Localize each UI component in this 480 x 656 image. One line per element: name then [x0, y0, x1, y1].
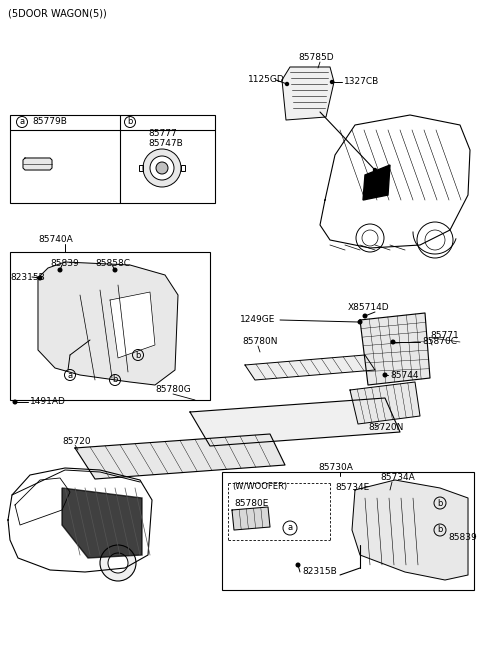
Text: 85780E: 85780E — [234, 499, 268, 508]
Text: 85720: 85720 — [62, 438, 91, 447]
Bar — [139, 165, 143, 171]
Polygon shape — [352, 480, 468, 580]
Circle shape — [113, 268, 117, 272]
Text: b: b — [437, 499, 443, 508]
Circle shape — [358, 320, 362, 324]
Circle shape — [108, 553, 128, 573]
Circle shape — [383, 373, 387, 377]
Text: a: a — [19, 117, 24, 127]
Polygon shape — [232, 507, 270, 530]
Polygon shape — [110, 292, 155, 358]
Text: b: b — [112, 375, 118, 384]
Text: X85714D: X85714D — [348, 304, 390, 312]
Bar — [222, 472, 474, 590]
Text: b: b — [135, 350, 141, 359]
Polygon shape — [360, 313, 430, 385]
Text: 85771: 85771 — [430, 331, 459, 340]
Polygon shape — [23, 158, 52, 170]
Text: 85734E: 85734E — [335, 483, 369, 493]
Text: 85747B: 85747B — [148, 138, 183, 148]
Text: 85744: 85744 — [390, 371, 419, 380]
Text: 85734A: 85734A — [380, 474, 415, 483]
Polygon shape — [282, 67, 334, 120]
Text: 85779B: 85779B — [32, 117, 67, 127]
Circle shape — [100, 545, 136, 581]
Text: 82315B: 82315B — [302, 567, 337, 577]
Text: a: a — [67, 371, 72, 380]
Text: 1327CB: 1327CB — [344, 77, 379, 87]
Text: b: b — [437, 525, 443, 535]
Polygon shape — [190, 398, 400, 446]
Bar — [10, 252, 210, 400]
Text: 85780G: 85780G — [155, 386, 191, 394]
Text: (5DOOR WAGON(5)): (5DOOR WAGON(5)) — [8, 9, 107, 19]
Text: 1125GD: 1125GD — [248, 75, 285, 85]
Text: 85780N: 85780N — [242, 337, 277, 346]
Text: a: a — [288, 523, 293, 533]
Text: 85839: 85839 — [448, 533, 477, 543]
Polygon shape — [38, 262, 178, 385]
Circle shape — [296, 564, 300, 567]
Polygon shape — [245, 355, 375, 380]
Circle shape — [13, 400, 17, 404]
Text: 85777: 85777 — [148, 129, 177, 138]
Text: 1249GE: 1249GE — [240, 316, 276, 325]
Text: 85730A: 85730A — [318, 464, 353, 472]
Text: 85858C: 85858C — [95, 258, 130, 268]
Text: 85870C: 85870C — [422, 337, 457, 346]
Circle shape — [143, 149, 181, 187]
Circle shape — [156, 162, 168, 174]
Circle shape — [150, 156, 174, 180]
Polygon shape — [75, 434, 285, 479]
Text: 85720N: 85720N — [368, 424, 403, 432]
Circle shape — [331, 81, 334, 83]
Circle shape — [286, 83, 288, 85]
Polygon shape — [350, 382, 420, 424]
Text: 85740A: 85740A — [38, 236, 73, 245]
Bar — [10, 115, 215, 203]
Text: b: b — [127, 117, 132, 127]
Circle shape — [363, 314, 367, 318]
Bar — [181, 165, 185, 171]
Circle shape — [391, 340, 395, 344]
Circle shape — [373, 169, 376, 171]
Text: 85785D: 85785D — [298, 54, 334, 62]
Circle shape — [38, 276, 42, 280]
Polygon shape — [62, 488, 142, 558]
Text: (W/WOOFER): (W/WOOFER) — [232, 483, 287, 491]
Text: 1491AD: 1491AD — [30, 398, 66, 407]
Text: 85839: 85839 — [50, 258, 79, 268]
Polygon shape — [363, 165, 390, 200]
Text: 82315B: 82315B — [10, 272, 45, 281]
Circle shape — [58, 268, 62, 272]
